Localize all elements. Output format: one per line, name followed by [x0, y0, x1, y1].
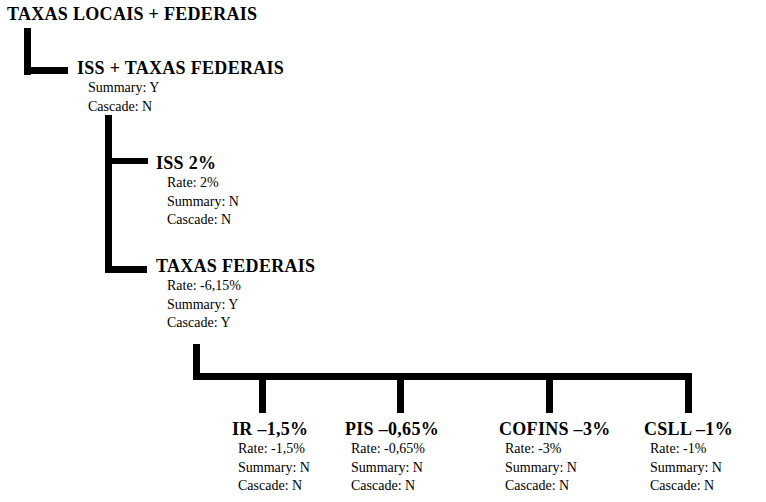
connector-stub-ir [259, 378, 266, 413]
node-summary-detail: Summary: N [351, 459, 439, 478]
node-summary-detail: Summary: N [505, 459, 611, 478]
node-pis: PIS –0,65% Rate: -0,65% Summary: N Casca… [345, 418, 439, 496]
node-ir: IR –1,5% Rate: -1,5% Summary: N Cascade:… [232, 418, 310, 496]
connector-stub-pis [397, 378, 404, 413]
node-title: CSLL –1% [644, 418, 733, 440]
connector-children-bus-horizontal [193, 373, 692, 380]
node-taxas-locais-federais: TAXAS LOCAIS + FEDERAIS [7, 3, 257, 25]
connector-stub-cofins [546, 378, 553, 413]
connector-stub-csll [685, 373, 692, 413]
node-cascade-detail: Cascade: Y [167, 314, 315, 333]
node-title: COFINS –3% [499, 418, 611, 440]
node-cofins: COFINS –3% Rate: -3% Summary: N Cascade:… [499, 418, 611, 496]
node-cascade-detail: Cascade: N [351, 477, 439, 496]
node-title: ISS 2% [156, 152, 239, 174]
node-rate-detail: Rate: -1,5% [238, 440, 310, 459]
node-cascade-detail: Cascade: N [650, 477, 733, 496]
node-iss-2: ISS 2% Rate: 2% Summary: N Cascade: N [156, 152, 239, 230]
node-cascade-detail: Cascade: N [167, 211, 239, 230]
node-rate-detail: Rate: -1% [650, 440, 733, 459]
connector-to-iss2-horizontal [105, 158, 148, 164]
node-cascade-detail: Cascade: N [88, 98, 284, 117]
connector-root-to-iss-horizontal [24, 67, 68, 74]
node-rate-detail: Rate: -6,15% [167, 277, 315, 296]
node-title: IR –1,5% [232, 418, 310, 440]
node-summary-detail: Summary: N [650, 459, 733, 478]
connector-to-taxas-federais-horizontal [105, 266, 147, 273]
node-rate-detail: Rate: 2% [167, 174, 239, 193]
node-summary-detail: Summary: Y [88, 79, 284, 98]
node-cascade-detail: Cascade: N [238, 477, 310, 496]
node-title: TAXAS LOCAIS + FEDERAIS [7, 3, 257, 25]
node-rate-detail: Rate: -3% [505, 440, 611, 459]
node-csll: CSLL –1% Rate: -1% Summary: N Cascade: N [644, 418, 733, 496]
node-title: ISS + TAXAS FEDERAIS [77, 57, 284, 79]
connector-iss-federais-vertical [105, 115, 112, 273]
node-taxas-federais: TAXAS FEDERAIS Rate: -6,15% Summary: Y C… [156, 255, 315, 333]
tax-tree-diagram: TAXAS LOCAIS + FEDERAIS ISS + TAXAS FEDE… [0, 0, 766, 502]
node-rate-detail: Rate: -0,65% [351, 440, 439, 459]
node-title: PIS –0,65% [345, 418, 439, 440]
node-cascade-detail: Cascade: N [505, 477, 611, 496]
node-summary-detail: Summary: N [238, 459, 310, 478]
node-summary-detail: Summary: Y [167, 296, 315, 315]
node-summary-detail: Summary: N [167, 193, 239, 212]
node-iss-taxas-federais: ISS + TAXAS FEDERAIS Summary: Y Cascade:… [77, 57, 284, 116]
node-title: TAXAS FEDERAIS [156, 255, 315, 277]
